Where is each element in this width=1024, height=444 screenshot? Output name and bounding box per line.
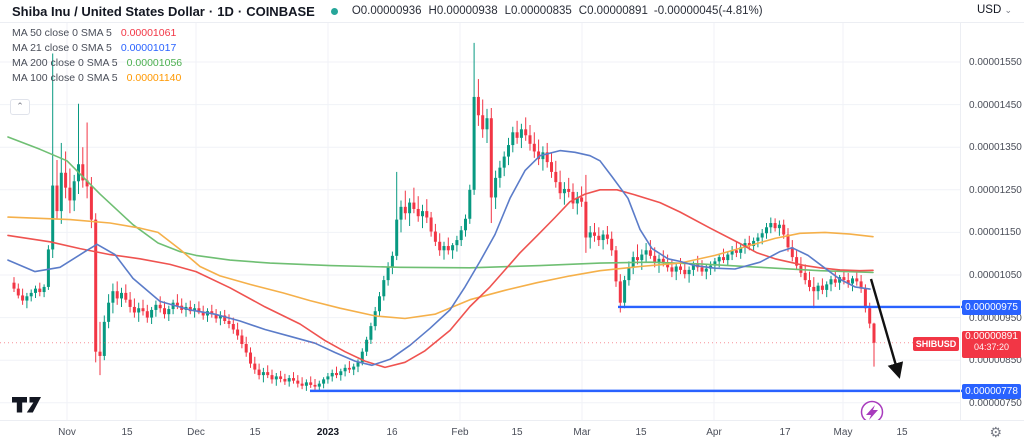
arrow-drawing[interactable] [869,278,904,379]
time-axis[interactable]: Nov 15 Dec 15 2023 16 Feb 15 Mar 15 Apr 17 May 15 [0,420,1024,444]
indicator-row[interactable]: MA 21 close 0 SMA 5 0.00001017 [12,42,177,54]
time-axis-label: Nov [58,427,76,438]
tradingview-logo[interactable] [12,397,42,419]
price-axis-label: 0.00001350 [969,142,1022,154]
indicator-row[interactable]: MA 50 close 0 SMA 5 0.00001061 [12,27,177,39]
moving-average-lines [7,136,874,369]
time-axis-label: Feb [451,427,469,438]
ohlc-item: H0.00000938 [428,5,498,17]
time-axis-label: 17 [779,427,791,438]
time-axis-label: Dec [187,427,205,438]
price-axis-label: 0.00001150 [969,227,1022,239]
indicator-row[interactable]: MA 200 close 0 SMA 5 0.00001056 [12,57,183,69]
ma-line-ma100[interactable] [7,216,874,320]
gridlines [0,23,961,420]
market-status-dot-icon [330,7,338,15]
price-axis-label: 0.00001450 [969,99,1022,111]
gear-icon[interactable]: ⚙ [989,424,1002,440]
time-axis-label: Mar [573,427,591,438]
ohlc-values: O0.00000936 H0.00000938 L0.00000835 C0.0000… [352,5,648,17]
time-axis-label: 15 [249,427,261,438]
ma-line-ma200[interactable] [7,136,874,274]
time-axis-label: Apr [706,427,722,438]
lightning-bolt-icon [866,405,878,420]
indicator-legend: MA 50 close 0 SMA 5 0.00001061 MA 21 close… [12,26,182,86]
time-axis-label: 2023 [316,427,340,438]
change-value: -0.00000045 [653,5,719,17]
ohlc-item: O0.00000936 [351,5,422,17]
ohlc-item: C0.00000891 [578,5,648,17]
title-separator: · [237,3,243,19]
title-separator: · [208,3,214,19]
collapse-legend-button[interactable]: ⌃ [10,99,30,115]
time-axis-label: 15 [121,427,133,438]
support-price-label: 0.00000778 [962,383,1021,399]
chart-header: Shiba Inu / United States Dollar · 1D · … [0,0,1024,23]
currency-dropdown[interactable]: USD ⌄ [976,4,1012,16]
last-price-symbol-tag: SHIBUSD [913,337,959,351]
price-axis-label: 0.00000750 [969,397,1022,409]
time-axis-label: 15 [511,427,523,438]
time-axis-label: 15 [635,427,647,438]
price-axis-label: 0.00000850 [969,355,1022,367]
support-price-label: 0.00000975 [962,299,1021,315]
price-axis-label: 0.00001050 [969,270,1022,281]
price-axis-label: 0.00000950 [969,312,1022,324]
time-axis-label: May [833,427,853,438]
last-price-label: 0.00000891 04:37:20 [962,330,1021,358]
symbol-title[interactable]: Shiba Inu / United States Dollar [12,3,205,19]
price-axis-label: 0.00001550 [969,57,1022,68]
interval-label[interactable]: 1D [217,3,234,19]
ohlc-item: L0.00000835 [504,5,572,17]
price-axis-label: 0.00001250 [969,184,1022,196]
indicator-row[interactable]: MA 100 close 0 SMA 5 0.00001140 [12,72,182,84]
price-axis[interactable]: 0.00001550 0.00001450 0.00001350 0.00001250… [960,22,1024,421]
candles [12,42,876,391]
ma-line-ma50[interactable] [7,189,874,369]
chevron-down-icon: ⌄ [1004,5,1012,15]
change-percent: (-4.81%) [718,5,763,17]
exchange-label[interactable]: COINBASE [246,3,315,19]
time-axis-label: 15 [896,427,908,438]
time-axis-label: 16 [386,427,398,438]
ma-line-ma21[interactable] [7,149,871,367]
